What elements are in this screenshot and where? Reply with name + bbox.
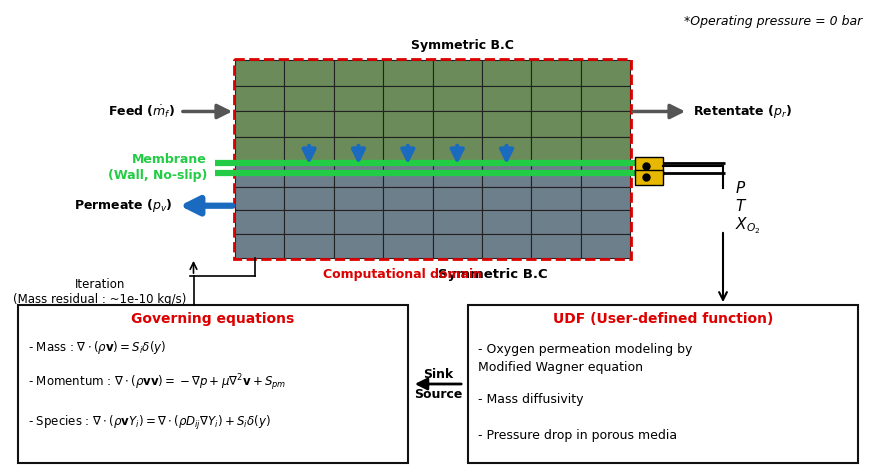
- Bar: [482, 86, 532, 112]
- Text: $X_{O_2}$: $X_{O_2}$: [735, 216, 760, 236]
- Bar: [284, 137, 334, 163]
- Bar: [235, 137, 284, 163]
- Bar: [532, 163, 581, 187]
- Bar: [482, 60, 532, 86]
- Bar: [581, 187, 630, 210]
- Bar: [334, 60, 383, 86]
- Bar: [432, 187, 482, 210]
- Bar: [532, 234, 581, 258]
- Text: Retentate ($p_r$): Retentate ($p_r$): [693, 103, 792, 120]
- Text: Modified Wagner equation: Modified Wagner equation: [478, 361, 643, 373]
- Bar: [284, 60, 334, 86]
- Text: - Pressure drop in porous media: - Pressure drop in porous media: [478, 428, 677, 441]
- Bar: [284, 234, 334, 258]
- Bar: [468, 305, 858, 463]
- Bar: [18, 305, 408, 463]
- Bar: [432, 60, 482, 86]
- Bar: [383, 163, 432, 187]
- Text: - Momentum : $\nabla \cdot (\rho\mathbf{vv}) = -\nabla p + \mu\nabla^2\mathbf{v}: - Momentum : $\nabla \cdot (\rho\mathbf{…: [28, 373, 286, 393]
- Bar: [334, 187, 383, 210]
- Bar: [482, 210, 532, 234]
- Bar: [581, 210, 630, 234]
- Bar: [383, 86, 432, 112]
- Text: Source: Source: [414, 388, 462, 400]
- Bar: [383, 187, 432, 210]
- Bar: [581, 234, 630, 258]
- Bar: [532, 137, 581, 163]
- Bar: [235, 163, 284, 187]
- Bar: [581, 86, 630, 112]
- Bar: [334, 112, 383, 137]
- Bar: [235, 112, 284, 137]
- Text: *Operating pressure = 0 bar: *Operating pressure = 0 bar: [684, 15, 862, 28]
- Bar: [432, 112, 482, 137]
- Bar: [532, 112, 581, 137]
- Bar: [432, 163, 482, 187]
- Text: Feed ($\dot{m}_f$): Feed ($\dot{m}_f$): [108, 103, 175, 120]
- Bar: [284, 86, 334, 112]
- Bar: [284, 163, 334, 187]
- Text: - Mass : $\nabla \cdot (\rho\mathbf{v}) = S_i\delta(y)$: - Mass : $\nabla \cdot (\rho\mathbf{v}) …: [28, 339, 166, 355]
- Bar: [635, 170, 663, 185]
- Text: Permeate ($p_v$): Permeate ($p_v$): [74, 197, 172, 214]
- Text: Sink: Sink: [423, 368, 453, 380]
- Text: Iteration
(Mass residual : ~1e-10 kg/s): Iteration (Mass residual : ~1e-10 kg/s): [13, 278, 187, 306]
- Bar: [235, 60, 284, 86]
- Text: - Oxygen permeation modeling by: - Oxygen permeation modeling by: [478, 343, 693, 357]
- Bar: [284, 210, 334, 234]
- Bar: [334, 163, 383, 187]
- Bar: [532, 60, 581, 86]
- Text: UDF (User-defined function): UDF (User-defined function): [553, 312, 774, 326]
- Bar: [432, 234, 482, 258]
- Bar: [334, 137, 383, 163]
- Bar: [482, 234, 532, 258]
- Bar: [235, 210, 284, 234]
- Bar: [482, 163, 532, 187]
- Text: Symmetric B.C: Symmetric B.C: [411, 39, 514, 52]
- Bar: [482, 112, 532, 137]
- Text: $P$: $P$: [735, 180, 746, 196]
- Text: $T$: $T$: [735, 198, 747, 214]
- Bar: [532, 187, 581, 210]
- Bar: [234, 59, 631, 259]
- Bar: [383, 112, 432, 137]
- Bar: [635, 157, 663, 175]
- Bar: [532, 86, 581, 112]
- Bar: [532, 210, 581, 234]
- Bar: [581, 112, 630, 137]
- Bar: [235, 86, 284, 112]
- Text: Computational domain: Computational domain: [323, 268, 482, 281]
- Text: Membrane
(Wall, No-slip): Membrane (Wall, No-slip): [107, 153, 207, 182]
- Bar: [383, 210, 432, 234]
- Text: - Mass diffusivity: - Mass diffusivity: [478, 393, 583, 407]
- Bar: [432, 137, 482, 163]
- Bar: [284, 187, 334, 210]
- Bar: [581, 137, 630, 163]
- Bar: [334, 86, 383, 112]
- Bar: [235, 187, 284, 210]
- Text: Symmetric B.C: Symmetric B.C: [437, 268, 547, 281]
- Bar: [482, 187, 532, 210]
- Bar: [581, 60, 630, 86]
- Bar: [383, 60, 432, 86]
- Bar: [334, 210, 383, 234]
- Text: - Species : $\nabla \cdot (\rho\mathbf{v}Y_i) = \nabla \cdot (\rho D_{ij}\nabla : - Species : $\nabla \cdot (\rho\mathbf{v…: [28, 414, 271, 432]
- Bar: [432, 86, 482, 112]
- Bar: [334, 234, 383, 258]
- Bar: [235, 234, 284, 258]
- Text: Governing equations: Governing equations: [131, 312, 295, 326]
- Bar: [482, 137, 532, 163]
- Bar: [581, 163, 630, 187]
- Bar: [383, 234, 432, 258]
- Bar: [432, 210, 482, 234]
- Bar: [383, 137, 432, 163]
- Bar: [284, 112, 334, 137]
